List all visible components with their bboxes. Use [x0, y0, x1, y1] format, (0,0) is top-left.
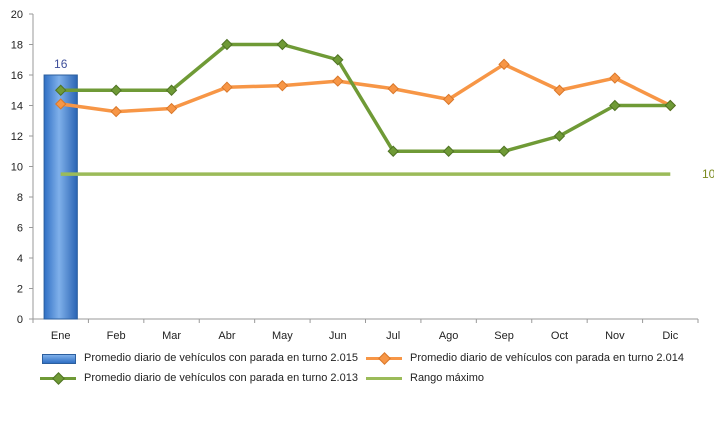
legend-label-2015: Promedio diario de vehículos con parada …: [84, 352, 358, 364]
diamond-marker: [110, 105, 122, 118]
y-tick-label: 2: [17, 284, 23, 296]
y-tick-label: 10: [11, 162, 23, 174]
diamond-marker: [609, 72, 621, 84]
bar-data-label: 16: [54, 57, 68, 71]
x-tick-label: Jun: [329, 330, 347, 342]
legend-label-2014: Promedio diario de vehículos con parada …: [410, 352, 684, 364]
legend-key-diamond-line-icon: [364, 352, 404, 365]
y-tick-label: 8: [17, 192, 23, 204]
rango-data-label: 10: [702, 167, 714, 181]
diamond-marker: [553, 130, 566, 142]
legend-item-2014: Promedio diario de vehículos con parada …: [364, 352, 684, 365]
diamond-marker: [332, 75, 344, 87]
x-tick-label: Mar: [162, 330, 181, 342]
diamond-marker: [276, 38, 289, 51]
legend-key-bar-icon: [38, 352, 78, 364]
x-tick-label: Dic: [662, 330, 678, 342]
y-tick-label: 14: [11, 101, 23, 113]
diamond-marker: [221, 38, 233, 51]
diamond-marker: [442, 145, 455, 157]
y-tick-label: 16: [11, 70, 23, 82]
legend: Promedio diario de vehículos con parada …: [0, 348, 714, 408]
diamond-marker: [165, 102, 178, 115]
diamond-marker: [553, 84, 566, 96]
diamond-marker: [276, 79, 289, 92]
y-axis: 0 2 4 6 8 10 12 14 16 18 20: [11, 9, 34, 326]
x-tick-label: Ene: [51, 330, 71, 342]
x-tick-label: Sep: [494, 330, 514, 342]
diamond-marker: [498, 58, 510, 71]
x-tick-label: Jul: [386, 330, 400, 342]
y-tick-label: 20: [11, 9, 23, 21]
diamond-marker: [165, 84, 178, 96]
bar: [43, 74, 78, 320]
line-series: [55, 38, 676, 176]
diamond-marker: [387, 83, 399, 95]
legend-key-line-icon: [364, 372, 404, 384]
diamond-marker: [664, 99, 676, 112]
x-tick-label: Abr: [218, 330, 235, 342]
diamond-marker: [442, 93, 455, 106]
legend-label-rango: Rango máximo: [410, 372, 484, 384]
diamond-marker: [55, 98, 67, 110]
series-line: [60, 42, 671, 153]
diamond-marker: [387, 145, 399, 157]
y-tick-label: 18: [11, 40, 23, 52]
x-tick-label: Oct: [551, 330, 568, 342]
diamond-marker: [609, 99, 621, 112]
diamond-marker: [498, 145, 510, 157]
diamond-marker: [332, 54, 344, 66]
legend-key-diamond-line-icon: [38, 372, 78, 385]
x-tick-label: Nov: [605, 330, 625, 342]
diamond-marker: [110, 84, 122, 96]
legend-item-2013: Promedio diario de vehículos con parada …: [38, 372, 358, 385]
y-tick-label: 4: [17, 253, 23, 265]
diamond-marker: [221, 81, 233, 93]
diamond-marker: [55, 84, 67, 96]
bar-series-2015: [43, 74, 78, 320]
y-tick-label: 6: [17, 223, 23, 235]
x-tick-label: Ago: [439, 330, 459, 342]
legend-item-2015: Promedio diario de vehículos con parada …: [38, 352, 358, 364]
x-tick-label: Feb: [107, 330, 126, 342]
legend-item-rango: Rango máximo: [364, 372, 484, 384]
series-line: [60, 62, 672, 114]
y-tick-label: 0: [17, 314, 23, 326]
legend-label-2013: Promedio diario de vehículos con parada …: [84, 372, 358, 384]
x-tick-label: May: [272, 330, 293, 342]
y-tick-label: 12: [11, 131, 23, 143]
x-axis: Ene Feb Mar Abr May Jun Jul Ago Sep Oct Nov Dic: [32, 318, 699, 342]
